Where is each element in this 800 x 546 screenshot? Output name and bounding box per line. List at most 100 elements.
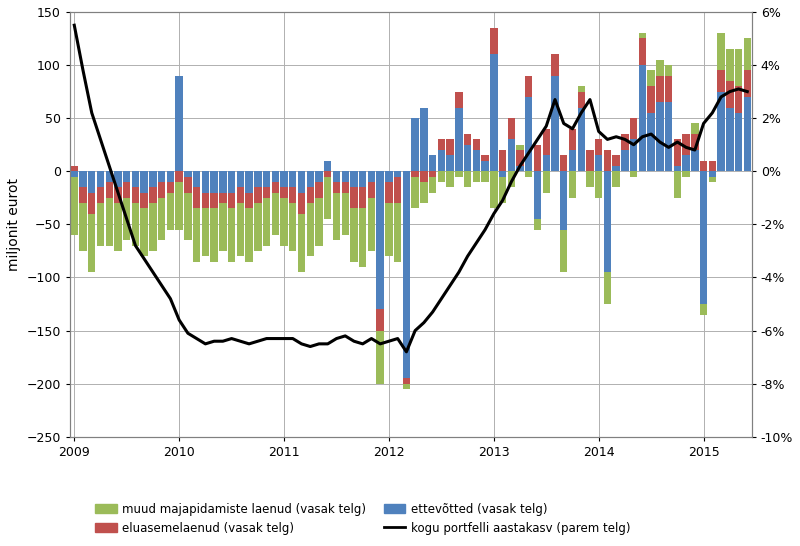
Bar [132, 203, 139, 246]
Bar [691, 134, 698, 150]
Bar [306, 203, 314, 256]
Bar [743, 70, 751, 97]
Bar [482, 171, 489, 182]
Bar [158, 198, 166, 240]
Bar [718, 33, 725, 70]
Bar [271, 182, 279, 193]
Bar [464, 145, 471, 171]
Bar [193, 209, 200, 262]
Bar [674, 166, 681, 171]
Bar [569, 129, 576, 150]
Bar [726, 81, 734, 108]
Bar [114, 171, 122, 187]
Bar [595, 139, 602, 155]
Bar [665, 65, 672, 76]
Bar [386, 171, 393, 182]
Bar [411, 118, 419, 171]
Bar [123, 182, 130, 198]
Bar [184, 193, 192, 240]
Bar [464, 171, 471, 187]
Bar [647, 86, 655, 113]
Bar [735, 49, 742, 86]
Bar [298, 213, 306, 272]
Bar [333, 193, 340, 240]
Bar [280, 198, 288, 246]
Bar [306, 171, 314, 187]
Bar [359, 187, 366, 209]
Bar [386, 182, 393, 203]
Bar [88, 213, 95, 272]
Bar [377, 310, 384, 330]
Bar [237, 203, 244, 256]
Bar [394, 176, 402, 203]
Bar [665, 102, 672, 171]
Bar [106, 198, 113, 246]
Bar [175, 182, 183, 230]
Bar [289, 187, 297, 203]
Bar [158, 171, 166, 182]
Bar [394, 203, 402, 262]
Bar [106, 182, 113, 198]
Bar [394, 171, 402, 176]
Bar [613, 171, 620, 187]
Bar [202, 209, 209, 256]
Bar [175, 76, 183, 171]
Bar [150, 171, 157, 187]
Bar [333, 171, 340, 182]
Bar [438, 171, 445, 182]
Bar [516, 166, 524, 171]
Legend: muud majapidamiste laenud (vasak telg), eluasemelaenud (vasak telg), ettevõtted : muud majapidamiste laenud (vasak telg), … [90, 498, 635, 539]
Bar [306, 187, 314, 203]
Bar [490, 28, 498, 55]
Bar [709, 171, 716, 176]
Bar [525, 171, 533, 176]
Bar [735, 86, 742, 113]
Bar [228, 171, 235, 193]
Bar [254, 187, 262, 203]
Bar [560, 230, 567, 272]
Bar [289, 171, 297, 187]
Bar [88, 171, 95, 193]
Bar [630, 139, 638, 171]
Bar [735, 113, 742, 171]
Bar [473, 150, 480, 171]
Bar [315, 198, 322, 246]
Bar [482, 155, 489, 161]
Bar [368, 182, 375, 198]
Bar [499, 176, 506, 203]
Bar [569, 150, 576, 171]
Bar [141, 193, 148, 209]
Bar [123, 198, 130, 240]
Bar [490, 55, 498, 171]
Bar [150, 203, 157, 251]
Bar [516, 150, 524, 166]
Bar [289, 203, 297, 251]
Bar [482, 161, 489, 171]
Bar [420, 171, 428, 182]
Bar [70, 166, 78, 171]
Bar [141, 171, 148, 193]
Bar [656, 76, 663, 102]
Bar [411, 176, 419, 209]
Bar [368, 198, 375, 251]
Bar [254, 203, 262, 251]
Bar [726, 108, 734, 171]
Bar [324, 176, 331, 219]
Bar [429, 176, 436, 193]
Bar [446, 139, 454, 155]
Bar [377, 171, 384, 310]
Bar [429, 155, 436, 171]
Bar [455, 108, 462, 171]
Bar [333, 182, 340, 193]
Bar [210, 209, 218, 262]
Bar [700, 304, 707, 314]
Bar [718, 92, 725, 171]
Bar [184, 176, 192, 193]
Bar [141, 209, 148, 256]
Bar [263, 171, 270, 187]
Bar [97, 171, 104, 187]
Bar [604, 150, 611, 171]
Bar [516, 145, 524, 150]
Bar [219, 203, 226, 251]
Bar [638, 33, 646, 39]
